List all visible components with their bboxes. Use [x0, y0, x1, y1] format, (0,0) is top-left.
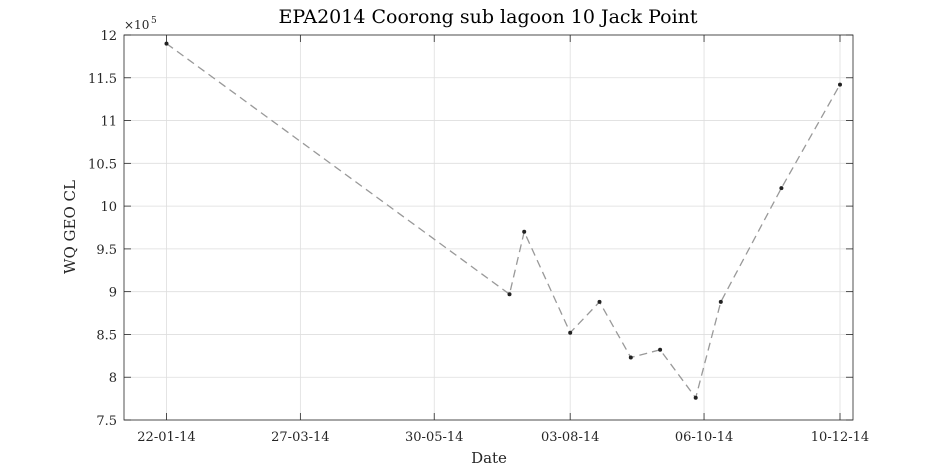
- data-point: [628, 355, 633, 360]
- x-tick-label: 10-12-14: [811, 430, 869, 445]
- data-point: [658, 347, 663, 352]
- x-tick-label: 03-08-14: [541, 430, 599, 445]
- y-tick-label: 8.5: [96, 328, 117, 343]
- data-point: [693, 395, 698, 400]
- y-tick-label: 10.5: [88, 157, 117, 172]
- y-axis-label: WQ GEO CL: [61, 180, 79, 274]
- plot-area: [124, 35, 853, 420]
- data-series: [164, 41, 842, 400]
- data-point: [838, 82, 842, 87]
- y-tick-label: 9.5: [96, 243, 117, 258]
- data-point: [164, 41, 169, 46]
- data-point: [718, 299, 723, 304]
- y-exponent-base: ×10: [124, 18, 149, 32]
- axis-ticks: 7.5 8 8.5 9 9.5 10 10.5 11 11.5 12 22-01-14 27-03-1…: [88, 29, 869, 445]
- data-point: [597, 299, 602, 304]
- y-tick-label: 10: [100, 200, 117, 215]
- y-tick-label: 11: [100, 115, 117, 130]
- y-exponent-power: 5: [151, 16, 157, 26]
- y-tick-label: 12: [100, 29, 117, 44]
- x-tick-label: 27-03-14: [271, 430, 329, 445]
- x-axis-label: Date: [471, 449, 507, 467]
- x-tick-label: 06-10-14: [675, 430, 733, 445]
- data-point: [507, 292, 512, 297]
- y-tick-label: 11.5: [88, 72, 117, 87]
- x-tick-label: 22-01-14: [137, 430, 195, 445]
- y-tick-label: 9: [109, 286, 117, 301]
- x-tick-label: 30-05-14: [405, 430, 463, 445]
- data-point: [522, 229, 527, 234]
- data-point: [568, 330, 573, 335]
- plot-frame: [123, 34, 854, 421]
- data-point: [779, 186, 784, 191]
- y-tick-label: 7.5: [96, 414, 117, 429]
- chart-title: EPA2014 Coorong sub lagoon 10 Jack Point: [278, 6, 697, 28]
- y-tick-label: 8: [109, 371, 117, 386]
